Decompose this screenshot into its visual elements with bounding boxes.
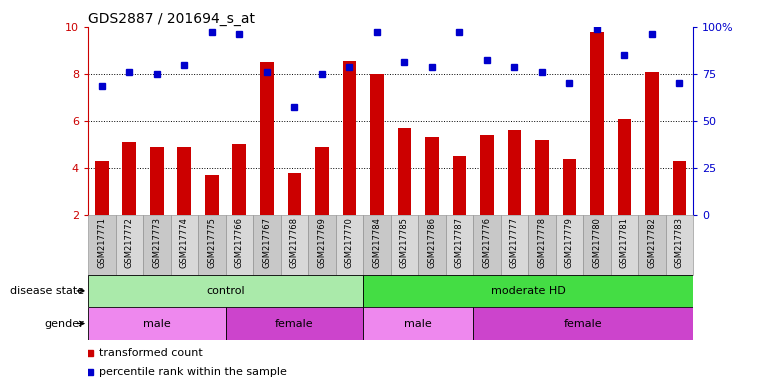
Bar <box>473 215 501 275</box>
Bar <box>198 215 226 275</box>
Bar <box>308 215 336 275</box>
Text: GSM217772: GSM217772 <box>125 217 134 268</box>
Text: GSM217766: GSM217766 <box>235 217 244 268</box>
Bar <box>666 215 693 275</box>
Text: disease state: disease state <box>10 286 84 296</box>
Text: female: female <box>275 318 314 329</box>
Text: male: male <box>404 318 432 329</box>
Text: GSM217768: GSM217768 <box>290 217 299 268</box>
Bar <box>226 215 253 275</box>
Bar <box>88 215 116 275</box>
Text: control: control <box>206 286 245 296</box>
Text: GSM217781: GSM217781 <box>620 217 629 268</box>
Bar <box>287 173 301 215</box>
Bar <box>363 307 473 340</box>
Bar <box>363 215 391 275</box>
Bar <box>562 159 576 215</box>
Text: GSM217775: GSM217775 <box>208 217 216 268</box>
Text: GSM217779: GSM217779 <box>565 217 574 268</box>
Text: GSM217783: GSM217783 <box>675 217 684 268</box>
Text: GSM217770: GSM217770 <box>345 217 354 268</box>
Text: GSM217786: GSM217786 <box>427 217 437 268</box>
Bar <box>363 275 693 307</box>
Bar <box>233 144 246 215</box>
Text: female: female <box>564 318 603 329</box>
Bar <box>342 61 356 215</box>
Text: transformed count: transformed count <box>99 348 203 358</box>
Bar <box>673 161 686 215</box>
Bar <box>418 215 446 275</box>
Bar <box>501 215 529 275</box>
Bar <box>535 140 548 215</box>
Bar <box>638 215 666 275</box>
Bar <box>590 31 604 215</box>
Bar <box>123 142 136 215</box>
Bar <box>473 307 693 340</box>
Bar <box>171 215 198 275</box>
Text: GSM217784: GSM217784 <box>372 217 381 268</box>
Bar <box>398 128 411 215</box>
Bar <box>529 215 555 275</box>
Text: moderate HD: moderate HD <box>491 286 565 296</box>
Text: gender: gender <box>44 318 84 329</box>
Text: GSM217769: GSM217769 <box>317 217 326 268</box>
Text: GDS2887 / 201694_s_at: GDS2887 / 201694_s_at <box>88 12 255 26</box>
Bar <box>446 215 473 275</box>
Text: GSM217782: GSM217782 <box>647 217 656 268</box>
Bar <box>617 119 631 215</box>
Bar <box>583 215 611 275</box>
Bar <box>391 215 418 275</box>
Bar <box>508 131 522 215</box>
Bar <box>205 175 219 215</box>
Text: male: male <box>143 318 171 329</box>
Text: GSM217776: GSM217776 <box>483 217 492 268</box>
Bar <box>280 215 308 275</box>
Text: GSM217771: GSM217771 <box>97 217 106 268</box>
Text: GSM217767: GSM217767 <box>263 217 271 268</box>
Bar <box>95 161 109 215</box>
Bar <box>88 275 363 307</box>
Bar <box>88 307 226 340</box>
Text: GSM217787: GSM217787 <box>455 217 464 268</box>
Text: GSM217773: GSM217773 <box>152 217 162 268</box>
Text: GSM217780: GSM217780 <box>592 217 601 268</box>
Bar <box>425 137 439 215</box>
Text: percentile rank within the sample: percentile rank within the sample <box>99 367 286 377</box>
Bar <box>370 74 384 215</box>
Bar <box>315 147 329 215</box>
Bar <box>260 62 273 215</box>
Bar <box>480 135 494 215</box>
Bar <box>116 215 143 275</box>
Text: GSM217778: GSM217778 <box>538 217 546 268</box>
Bar <box>611 215 638 275</box>
Bar <box>178 147 192 215</box>
Text: GSM217777: GSM217777 <box>510 217 519 268</box>
Text: GSM217785: GSM217785 <box>400 217 409 268</box>
Bar <box>150 147 164 215</box>
Bar <box>453 156 466 215</box>
Bar <box>226 307 363 340</box>
Bar <box>336 215 363 275</box>
Text: GSM217774: GSM217774 <box>180 217 189 268</box>
Bar <box>253 215 280 275</box>
Bar <box>645 71 659 215</box>
Bar <box>143 215 171 275</box>
Bar <box>555 215 583 275</box>
